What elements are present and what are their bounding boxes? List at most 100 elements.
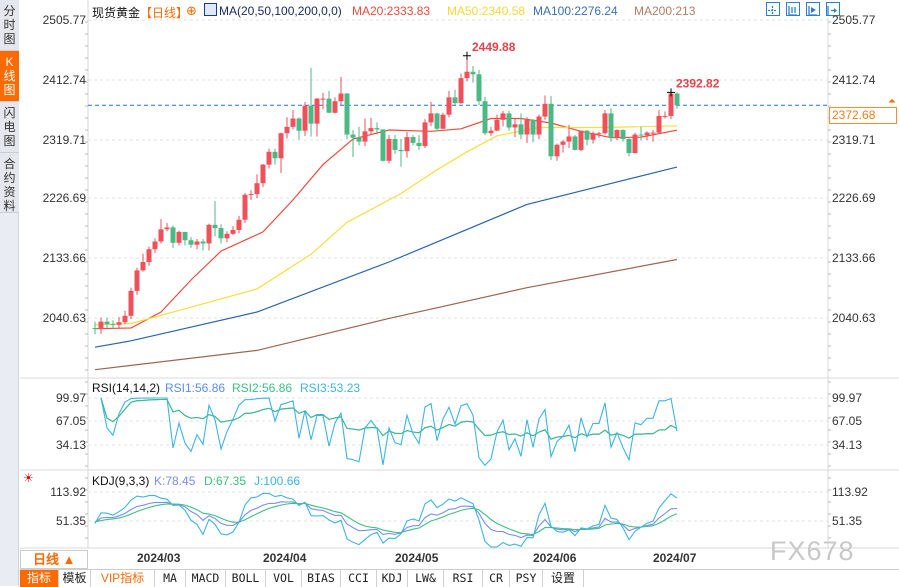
candle-body bbox=[608, 113, 614, 138]
indicator-settings-sun-icon[interactable]: ☀ bbox=[23, 471, 34, 485]
candle-body bbox=[428, 113, 434, 123]
candle-body bbox=[362, 131, 368, 142]
candle-body bbox=[578, 130, 584, 150]
candle-body bbox=[602, 113, 608, 134]
toolbar-tab-0[interactable]: 指标 bbox=[20, 570, 59, 587]
kdj-d-value: D:67.35 bbox=[204, 474, 247, 488]
toolbar-tab-6[interactable]: VOL bbox=[266, 570, 302, 587]
jump-to-end-icon[interactable] bbox=[826, 2, 840, 16]
tab-time-chart[interactable]: 分时图 bbox=[0, 0, 19, 51]
candle-body bbox=[662, 115, 668, 117]
high-marker-icon bbox=[667, 88, 675, 97]
toolbar-tab-5[interactable]: BOLL bbox=[226, 570, 266, 587]
candle-body bbox=[344, 93, 350, 135]
high-marker-icon bbox=[463, 51, 471, 60]
candle-body bbox=[110, 324, 116, 326]
play-icon[interactable] bbox=[806, 2, 820, 16]
candle-body bbox=[116, 322, 122, 325]
toolbar-tab-1[interactable]: 模板 bbox=[59, 570, 91, 587]
candle-body bbox=[392, 139, 398, 150]
candle-body bbox=[278, 133, 284, 159]
candle-body bbox=[386, 139, 392, 161]
candle-body bbox=[440, 114, 446, 129]
price-axis-label: 2319.71 bbox=[832, 133, 876, 147]
candle-body bbox=[272, 151, 278, 159]
candle-body bbox=[302, 105, 308, 131]
rsi-title: RSI(14,14,2) bbox=[92, 381, 161, 395]
rsi1-value: RSI1:56.86 bbox=[165, 381, 226, 395]
candle-body bbox=[320, 98, 326, 100]
candle-body bbox=[650, 132, 656, 134]
candle-body bbox=[212, 224, 218, 229]
period-selector-dropdown[interactable]: 日线 ▲ bbox=[20, 550, 88, 569]
price-axis-label: 2226.69 bbox=[832, 191, 876, 205]
candle-body bbox=[326, 98, 332, 113]
candle-body bbox=[404, 137, 410, 152]
candle-body bbox=[290, 118, 296, 127]
crosshair-icon[interactable] bbox=[766, 2, 780, 16]
candle-body bbox=[92, 328, 98, 330]
add-indicator-icon[interactable]: ⊕ bbox=[186, 3, 197, 18]
kdj-axis-label: 51.35 bbox=[55, 514, 86, 528]
kdj-axis-label: 113.92 bbox=[832, 485, 868, 499]
toolbar-tab-7[interactable]: BIAS bbox=[302, 570, 341, 587]
candle-body bbox=[596, 133, 602, 135]
candle-body bbox=[182, 231, 188, 241]
ma100-value: MA100:2276.24 bbox=[533, 4, 618, 18]
price-alert-icon[interactable]: ⏶ bbox=[888, 96, 896, 107]
ma20-line bbox=[94, 117, 678, 330]
tab-kline-chart[interactable]: K线图 bbox=[0, 51, 19, 102]
candle-body bbox=[260, 164, 266, 184]
candle-body bbox=[146, 249, 152, 263]
left-view-tabs: 分时图 K线图 闪电图 合约资料 bbox=[0, 0, 19, 586]
candle-body bbox=[644, 132, 650, 136]
ma-indicator-icon[interactable] bbox=[204, 3, 217, 16]
indicator-toolbar: 指标 模板 VIP指标 MA MACD BOLL VOL BIAS CCI KDJ LW& RSI CR… bbox=[20, 569, 899, 587]
rsi2-line bbox=[100, 397, 678, 440]
toolbar-tab-13[interactable]: PSY bbox=[510, 570, 543, 587]
date-axis-label: 2024/06 bbox=[533, 551, 577, 565]
candle-body bbox=[140, 262, 146, 271]
candle-body bbox=[668, 93, 674, 116]
ma200-line bbox=[94, 258, 678, 371]
tab-contract-info[interactable]: 合约资料 bbox=[0, 153, 19, 213]
toolbar-tab-3[interactable]: MA bbox=[155, 570, 186, 587]
toolbar-tab-9[interactable]: KDJ bbox=[377, 570, 408, 587]
toolbar-tab-14[interactable]: 设置 bbox=[543, 570, 584, 587]
candle-body bbox=[104, 321, 110, 325]
toolbar-tab-8[interactable]: CCI bbox=[341, 570, 377, 587]
candle-body bbox=[224, 233, 230, 239]
candle-body bbox=[218, 228, 224, 239]
price-axis-label: 2505.77 bbox=[832, 13, 876, 27]
candle-body bbox=[446, 97, 452, 115]
candle-body bbox=[200, 241, 206, 244]
toolbar-tab-11[interactable]: RSI bbox=[444, 570, 483, 587]
candle-body bbox=[554, 144, 560, 157]
ma20-value: MA20:2333.83 bbox=[352, 4, 431, 18]
candle-body bbox=[254, 183, 260, 195]
ma50-line bbox=[94, 125, 678, 326]
candle-body bbox=[374, 128, 380, 130]
toolbar-tab-2[interactable]: VIP指标 bbox=[91, 570, 155, 587]
candle-body bbox=[380, 129, 386, 161]
candle-body bbox=[422, 122, 428, 147]
candle-body bbox=[500, 113, 506, 120]
toolbar-tab-10[interactable]: LW& bbox=[408, 570, 444, 587]
rsi-axis-label: 99.97 bbox=[832, 391, 863, 405]
zoom-range-icon[interactable] bbox=[786, 2, 800, 16]
candle-body bbox=[620, 130, 626, 140]
current-price-badge: 2372.68 bbox=[829, 107, 897, 124]
candle-body bbox=[494, 119, 500, 131]
candle-body bbox=[122, 315, 128, 323]
toolbar-tab-4[interactable]: MACD bbox=[186, 570, 226, 587]
price-axis-label: 2040.63 bbox=[42, 311, 86, 325]
candle-body bbox=[356, 137, 362, 142]
candle-body bbox=[452, 97, 458, 104]
tab-flash-chart[interactable]: 闪电图 bbox=[0, 102, 19, 153]
kdj-title: KDJ(9,3,3) bbox=[92, 474, 150, 488]
kdj-j-value: J:100.66 bbox=[254, 474, 301, 488]
candle-body bbox=[308, 105, 314, 124]
toolbar-tab-12[interactable]: CR bbox=[483, 570, 510, 587]
high-price-label: 2392.82 bbox=[676, 76, 720, 90]
